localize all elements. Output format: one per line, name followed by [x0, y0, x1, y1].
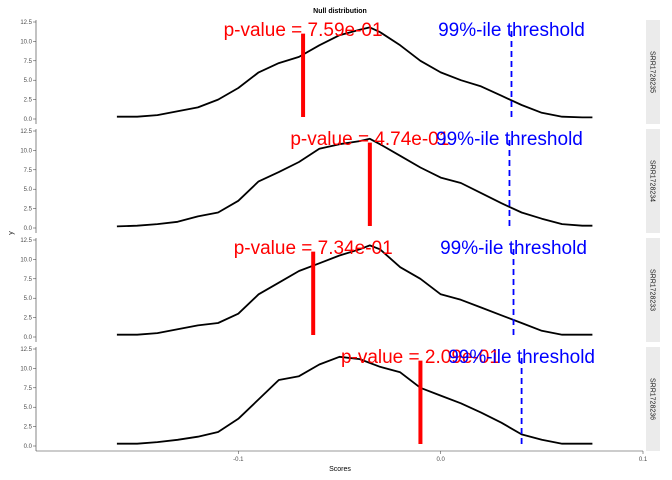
- y-tick-label: 7.5: [24, 59, 33, 65]
- strip-background: [646, 20, 660, 124]
- y-tick-label: 5.0: [24, 405, 33, 411]
- density-line: [116, 355, 593, 445]
- y-tick-label: 10.0: [20, 366, 32, 372]
- y-tick-label: 2.5: [24, 207, 33, 213]
- y-tick-label: 0.0: [24, 444, 33, 450]
- y-tick-label: 5.0: [24, 187, 33, 193]
- y-tick-label: 10.0: [20, 148, 32, 154]
- y-tick-label: 12.5: [20, 20, 32, 26]
- y-tick-label: 7.5: [24, 168, 33, 174]
- x-axis-title: Scores: [329, 466, 351, 473]
- threshold-label: 99%-ile threshold: [448, 347, 595, 368]
- y-tick-label: 2.5: [24, 98, 33, 104]
- pvalue-label: p-value = 4.74e-01: [290, 129, 449, 150]
- y-tick-label: 12.5: [20, 238, 32, 244]
- y-tick-label: 2.5: [24, 425, 33, 431]
- strip-label: SRR1728235: [649, 51, 656, 93]
- y-tick-label: 5.0: [24, 296, 33, 302]
- panel-1: 0.0 2.5 5.0 7.5 10.0 12.5 p-value = 7.59e-01 99…: [20, 20, 660, 124]
- panel-3: 0.0 2.5 5.0 7.5 10.0 12.5 p-value = 7.34e-01 99…: [20, 238, 660, 342]
- strip-background: [646, 129, 660, 233]
- y-tick-label: 2.5: [24, 316, 33, 322]
- pvalue-label: p-value = 2.09e-01: [341, 347, 500, 368]
- panel-background: [36, 20, 643, 124]
- panel-background: [36, 129, 643, 233]
- density-line: [116, 26, 593, 119]
- y-axis-title: y: [8, 231, 15, 235]
- x-tick-label: 0.1: [639, 457, 648, 463]
- y-tick-label: 0.0: [24, 226, 33, 232]
- density-line: [116, 137, 593, 228]
- y-tick-label: 0.0: [24, 117, 33, 123]
- x-tick-label: -0.1: [233, 457, 244, 463]
- panel-4: 0.0 2.5 5.0 7.5 10.0 12.5 p-value = 2.09e-0199…: [20, 347, 660, 451]
- y-tick-label: 10.0: [20, 39, 32, 45]
- x-axis: -0.1 0.0 0.1: [36, 450, 648, 463]
- strip-background: [646, 238, 660, 342]
- y-tick-label: 10.0: [20, 257, 32, 263]
- panel-background: [36, 347, 643, 451]
- x-tick-label: 0.0: [436, 457, 445, 463]
- strip-label: SRR1728233: [649, 269, 656, 311]
- y-tick-label: 12.5: [20, 347, 32, 353]
- strip-label: SRR1728236: [649, 378, 656, 420]
- chart-title: Null distribution: [313, 8, 367, 15]
- threshold-label: 99%-ile threshold: [440, 238, 587, 259]
- y-tick-label: 5.0: [24, 78, 33, 84]
- threshold-label: 99%-ile threshold: [438, 20, 585, 41]
- density-line: [116, 244, 593, 336]
- strip-background: [646, 347, 660, 451]
- pvalue-label: p-value = 7.34e-01: [234, 238, 393, 259]
- y-tick-label: 12.5: [20, 129, 32, 135]
- threshold-label: 99%-ile threshold: [436, 129, 583, 150]
- panels: 0.0 2.5 5.0 7.5 10.0 12.5 p-value = 7.59e-01 99…: [20, 20, 660, 451]
- y-tick-label: 7.5: [24, 386, 33, 392]
- strip-label: SRR1728234: [649, 160, 656, 202]
- y-tick-label: 7.5: [24, 277, 33, 283]
- y-tick-label: 0.0: [24, 335, 33, 341]
- panel-2: 0.0 2.5 5.0 7.5 10.0 12.5 p-value = 4.74e-0199…: [20, 129, 660, 233]
- pvalue-label: p-value = 7.59e-01: [224, 20, 383, 41]
